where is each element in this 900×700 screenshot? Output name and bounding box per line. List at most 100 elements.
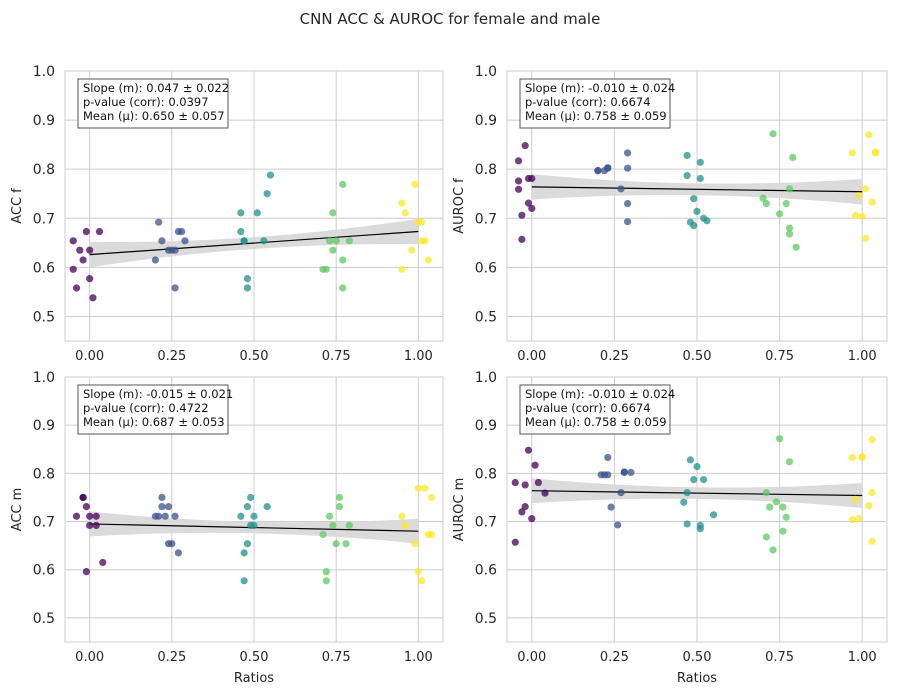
y-tick-label: 0.5 [33, 611, 55, 627]
stats-text: Slope (m): 0.047 ± 0.022 [83, 81, 229, 95]
data-point [332, 237, 340, 245]
data-point [69, 265, 77, 273]
data-point [861, 234, 870, 242]
y-tick-label: 1.0 [475, 64, 497, 80]
data-point [243, 503, 252, 511]
data-point [848, 516, 856, 524]
data-point [329, 246, 337, 254]
data-point [250, 512, 258, 520]
data-point [89, 294, 97, 302]
stats-text: Slope (m): -0.010 ± 0.024 [525, 81, 675, 95]
data-point [762, 489, 770, 497]
data-point [401, 209, 409, 217]
data-point [240, 237, 248, 245]
y-tick-label: 0.6 [475, 260, 497, 276]
data-point [686, 456, 694, 464]
data-point [518, 508, 526, 516]
data-point [785, 230, 794, 238]
data-point [693, 207, 701, 215]
data-point [237, 209, 245, 217]
data-point [398, 512, 406, 520]
data-point [521, 142, 529, 150]
axes-frame [506, 70, 888, 342]
data-point [421, 237, 429, 245]
data-point [414, 484, 422, 492]
data-point [617, 185, 625, 193]
y-tick-label: 0.9 [33, 418, 55, 434]
data-point [680, 498, 688, 506]
data-point [528, 204, 536, 213]
data-point [240, 549, 248, 557]
x-tick-label: 0.00 [517, 650, 546, 665]
data-point [240, 577, 248, 585]
data-point [690, 476, 698, 484]
data-point [424, 256, 432, 264]
data-point [855, 515, 863, 523]
y-tick-label: 0.6 [33, 563, 55, 579]
y-tick-label: 0.9 [475, 418, 497, 434]
data-point [319, 530, 327, 539]
stats-text: Mean (μ): 0.758 ± 0.059 [525, 109, 667, 123]
x-tick-label: 0.50 [683, 349, 712, 364]
stats-box [519, 78, 671, 129]
stats-text: p-value (corr): 0.6674 [525, 401, 651, 415]
data-point [237, 227, 245, 236]
x-tick-label: 1.00 [404, 650, 433, 665]
x-tick-label: 0.50 [240, 650, 269, 665]
data-point [155, 218, 163, 226]
data-point [72, 512, 81, 520]
data-point [339, 180, 347, 188]
data-point [604, 164, 612, 172]
data-point [171, 512, 179, 520]
data-point [326, 512, 334, 520]
y-tick-label: 0.8 [33, 162, 55, 178]
stats-text: p-value (corr): 0.0397 [83, 95, 209, 109]
data-point [253, 209, 261, 217]
data-point [82, 227, 90, 236]
data-point [263, 503, 271, 511]
x-tick-label: 0.75 [765, 650, 794, 665]
data-point [703, 217, 711, 225]
data-point [690, 222, 698, 230]
data-point [92, 521, 100, 530]
data-point [250, 521, 258, 530]
stats-text: Mean (μ): 0.758 ± 0.059 [525, 415, 667, 429]
data-point [345, 237, 353, 245]
data-point [855, 192, 863, 200]
data-point [168, 540, 176, 548]
stats-text: p-value (corr): 0.4722 [83, 401, 209, 415]
data-point [871, 148, 880, 156]
data-point [792, 243, 800, 251]
data-point [260, 237, 268, 245]
data-point [696, 158, 704, 166]
data-point [700, 476, 708, 484]
data-point [617, 489, 625, 497]
data-point [693, 463, 701, 471]
data-point [401, 521, 409, 530]
subplot-4: 0.5 0.6 0.7 0.8 0.9 1.0 0.00 0.25 0.50 0.75 1.00 AU… [452, 370, 888, 686]
data-point [627, 468, 635, 476]
data-point [427, 530, 436, 539]
data-point [322, 265, 330, 273]
data-point [766, 503, 774, 511]
x-axis-label: Ratios [234, 671, 274, 686]
data-point [776, 210, 784, 218]
data-point [776, 435, 784, 443]
data-point [411, 540, 419, 548]
data-point [868, 489, 876, 497]
data-point [345, 521, 353, 530]
data-point [69, 237, 77, 245]
data-point [528, 174, 536, 183]
regression-line [89, 230, 419, 256]
subplot-2: 0.5 0.6 0.7 0.8 0.9 1.0 0.00 0.25 0.50 0.75 1.00 AU… [452, 64, 888, 364]
data-point [524, 199, 533, 207]
data-point [762, 533, 770, 541]
data-point [759, 194, 767, 202]
data-point [76, 246, 84, 254]
data-point [335, 503, 344, 511]
data-point [99, 558, 107, 567]
data-point [243, 540, 252, 548]
data-point [414, 568, 422, 576]
data-point [421, 484, 429, 492]
stats-box [77, 384, 229, 435]
